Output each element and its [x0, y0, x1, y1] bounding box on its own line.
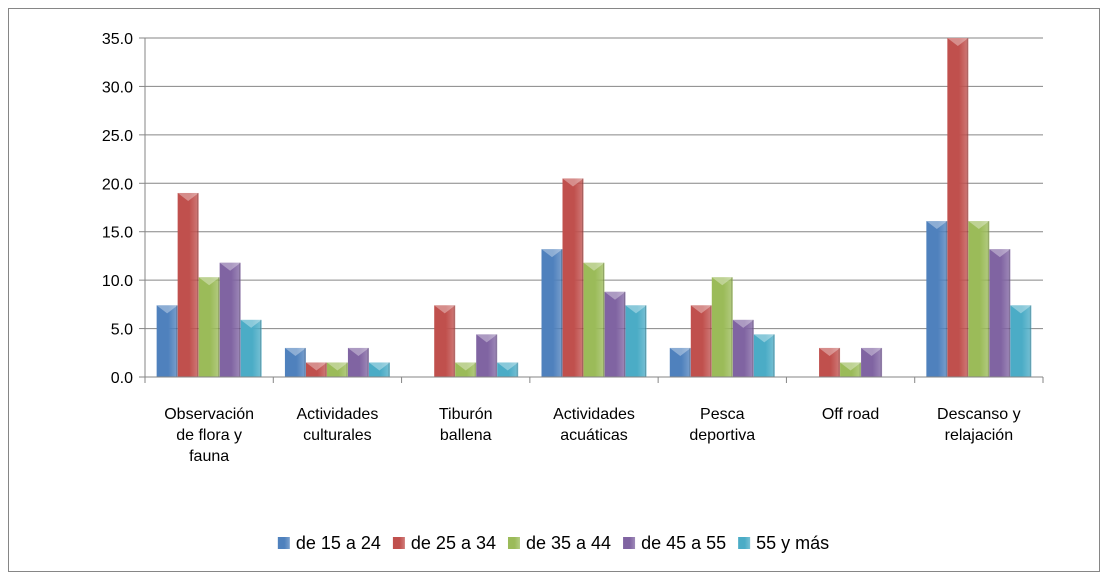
bar — [177, 192, 199, 377]
bar — [947, 38, 969, 377]
legend-label: de 15 a 24 — [296, 533, 381, 553]
bar — [604, 291, 626, 377]
bar — [368, 362, 390, 377]
bar — [690, 305, 712, 377]
bars — [156, 38, 1032, 377]
legend-item: de 25 a 34 — [392, 533, 496, 553]
legend-label: de 25 a 34 — [411, 533, 496, 553]
bar — [434, 305, 456, 377]
bar — [476, 334, 498, 377]
legend-item: de 35 a 44 — [507, 533, 611, 553]
bar — [1010, 305, 1032, 377]
bar — [240, 319, 262, 377]
x-category-label: relajación — [945, 427, 1013, 444]
x-category-label: acuáticas — [560, 427, 628, 444]
legend-item: de 15 a 24 — [277, 533, 381, 553]
y-tick-label: 15.0 — [102, 225, 133, 242]
bar — [669, 347, 691, 377]
legend-label: 55 y más — [756, 533, 829, 553]
legend-swatch — [738, 537, 751, 549]
y-tick-label: 0.0 — [111, 370, 133, 387]
bar — [926, 221, 948, 377]
y-tick-label: 30.0 — [102, 79, 133, 96]
y-tick-label: 5.0 — [111, 322, 133, 339]
y-axis-tick-labels: 0.0 5.0 10.0 15.0 20.0 25.0 30.0 35.0 — [102, 31, 133, 387]
bar — [198, 277, 220, 377]
x-category-label: deportiva — [689, 427, 755, 444]
bar — [541, 249, 563, 377]
bar — [840, 362, 862, 377]
legend: de 15 a 24 de 25 a 34 de 35 a 44 de 45 a 55… — [277, 533, 829, 553]
x-category-label: fauna — [189, 448, 229, 465]
bar — [455, 362, 477, 377]
bar — [156, 305, 178, 377]
bar — [583, 262, 605, 377]
legend-item: de 45 a 55 — [623, 533, 726, 553]
x-category-label: culturales — [303, 427, 371, 444]
bar — [989, 249, 1011, 377]
y-tick-label: 35.0 — [102, 31, 133, 48]
legend-swatch — [507, 537, 520, 549]
gridlines — [145, 37, 1043, 330]
legend-swatch — [277, 537, 290, 549]
x-category-label: Tiburón — [439, 406, 493, 423]
y-tick-label: 25.0 — [102, 128, 133, 145]
y-tick-label: 10.0 — [102, 273, 133, 290]
bar — [284, 347, 306, 377]
x-category-label: ballena — [440, 427, 492, 444]
bar — [732, 319, 754, 377]
bar — [326, 362, 348, 377]
x-category-label: Observación — [164, 406, 254, 423]
legend-label: de 45 a 55 — [641, 533, 726, 553]
bar — [219, 262, 241, 377]
bar — [497, 362, 519, 377]
y-tick-label: 20.0 — [102, 176, 133, 193]
legend-item: 55 y más — [738, 533, 829, 553]
x-axis-category-labels: Observación de flora y fauna Actividades cul… — [164, 406, 1020, 465]
bar — [861, 347, 883, 377]
bar — [968, 221, 990, 377]
legend-swatch — [623, 537, 636, 549]
x-category-label: Off road — [822, 406, 880, 423]
bar — [753, 334, 775, 377]
axes — [139, 37, 1044, 383]
bar — [819, 347, 841, 377]
x-category-label: Actividades — [297, 406, 379, 423]
x-category-label: Descanso y — [937, 406, 1021, 423]
bar — [347, 347, 369, 377]
bar — [625, 305, 647, 377]
bar — [711, 277, 733, 377]
legend-label: de 35 a 44 — [526, 533, 611, 553]
legend-swatch — [392, 537, 405, 549]
x-category-label: Actividades — [553, 406, 635, 423]
x-category-label: Pesca — [700, 406, 745, 423]
bar — [305, 362, 327, 377]
bar — [562, 178, 584, 377]
x-category-label: de flora y — [176, 427, 242, 444]
